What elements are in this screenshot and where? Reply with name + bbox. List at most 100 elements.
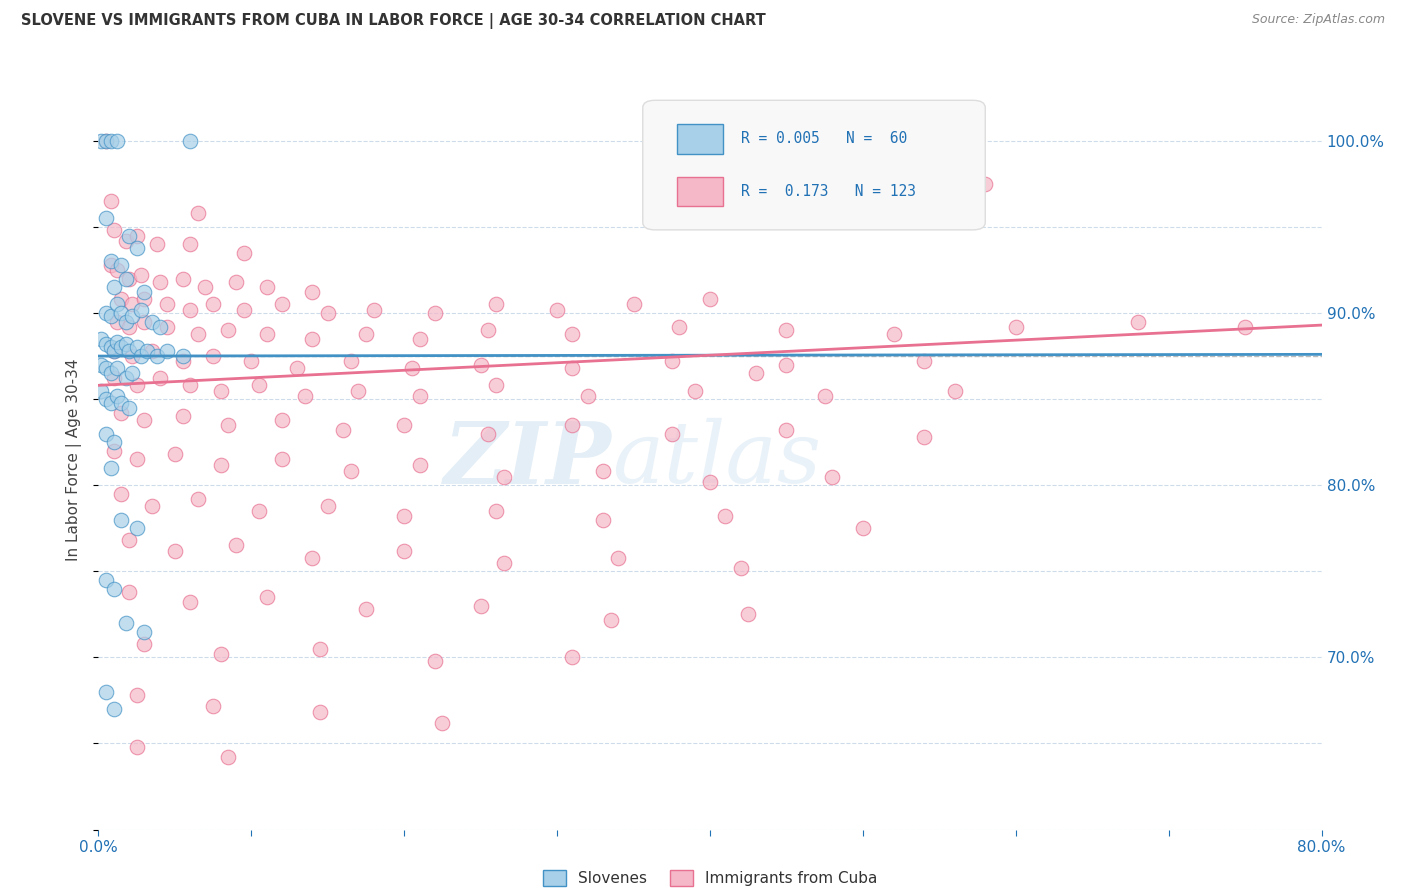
- Point: [225, 275, 247, 289]
- Point: [118, 319, 141, 334]
- Point: [156, 297, 179, 311]
- Point: [392, 509, 416, 524]
- Point: [623, 297, 645, 311]
- Point: [546, 302, 568, 317]
- Point: [121, 366, 143, 380]
- Point: [485, 297, 508, 311]
- Point: [110, 292, 132, 306]
- Point: [125, 341, 148, 355]
- Point: [115, 371, 138, 385]
- Point: [125, 452, 148, 467]
- Point: [100, 134, 122, 148]
- Point: [485, 504, 508, 518]
- Point: [125, 739, 148, 754]
- Point: [217, 323, 239, 337]
- Legend: Slovenes, Immigrants from Cuba: Slovenes, Immigrants from Cuba: [537, 864, 883, 892]
- Point: [316, 499, 339, 513]
- Point: [100, 366, 122, 380]
- Point: [363, 302, 385, 317]
- Point: [156, 343, 179, 358]
- Bar: [678, 177, 724, 206]
- Point: [110, 341, 132, 355]
- Point: [408, 458, 430, 472]
- Point: [118, 228, 141, 243]
- Point: [714, 509, 737, 524]
- Point: [492, 556, 515, 570]
- Point: [118, 533, 141, 548]
- Point: [115, 337, 138, 351]
- Point: [423, 654, 446, 668]
- Point: [172, 271, 194, 285]
- Point: [163, 447, 186, 461]
- Point: [103, 582, 125, 596]
- Y-axis label: In Labor Force | Age 30-34: In Labor Force | Age 30-34: [66, 358, 83, 561]
- Point: [141, 343, 163, 358]
- Point: [179, 595, 201, 609]
- Point: [134, 624, 156, 639]
- Point: [270, 413, 292, 427]
- Point: [470, 358, 492, 372]
- Point: [477, 426, 499, 441]
- Point: [118, 271, 141, 285]
- Point: [209, 384, 232, 398]
- Text: atlas: atlas: [612, 418, 821, 500]
- Point: [202, 349, 225, 363]
- Point: [256, 590, 278, 604]
- Point: [149, 371, 172, 385]
- Point: [974, 177, 997, 191]
- Point: [354, 602, 377, 616]
- Point: [256, 326, 278, 341]
- Point: [134, 315, 156, 329]
- Point: [110, 406, 132, 420]
- Point: [187, 326, 209, 341]
- Point: [392, 417, 416, 432]
- Point: [100, 254, 122, 268]
- Point: [103, 371, 125, 385]
- Point: [105, 335, 128, 350]
- Text: R =  0.173   N = 123: R = 0.173 N = 123: [741, 184, 915, 199]
- Point: [172, 349, 194, 363]
- Point: [194, 280, 217, 294]
- Point: [592, 513, 614, 527]
- Point: [661, 354, 683, 368]
- Point: [94, 134, 117, 148]
- Point: [339, 354, 361, 368]
- Point: [136, 343, 159, 358]
- Point: [301, 550, 323, 565]
- Point: [145, 237, 167, 252]
- Point: [309, 706, 332, 720]
- Point: [110, 395, 132, 409]
- Point: [232, 245, 254, 260]
- Text: R = 0.005   N =  60: R = 0.005 N = 60: [741, 131, 907, 146]
- Point: [172, 409, 194, 424]
- Point: [347, 384, 370, 398]
- Point: [745, 366, 768, 380]
- Point: [121, 297, 143, 311]
- Point: [814, 389, 837, 403]
- Point: [270, 452, 292, 467]
- Point: [247, 504, 270, 518]
- Point: [408, 332, 430, 346]
- Point: [209, 458, 232, 472]
- Point: [432, 715, 454, 730]
- Point: [115, 234, 138, 248]
- Point: [163, 543, 186, 558]
- Point: [90, 332, 112, 346]
- Text: Source: ZipAtlas.com: Source: ZipAtlas.com: [1251, 13, 1385, 27]
- Point: [492, 469, 515, 483]
- Point: [94, 392, 117, 406]
- Point: [125, 378, 148, 392]
- FancyBboxPatch shape: [643, 100, 986, 230]
- Bar: [678, 124, 724, 153]
- Point: [592, 465, 614, 479]
- Point: [737, 607, 759, 622]
- Point: [125, 521, 148, 535]
- Point: [94, 361, 117, 376]
- Point: [179, 302, 201, 317]
- Point: [699, 292, 721, 306]
- Point: [309, 641, 332, 656]
- Point: [110, 513, 132, 527]
- Point: [247, 378, 270, 392]
- Point: [103, 343, 125, 358]
- Point: [121, 310, 143, 324]
